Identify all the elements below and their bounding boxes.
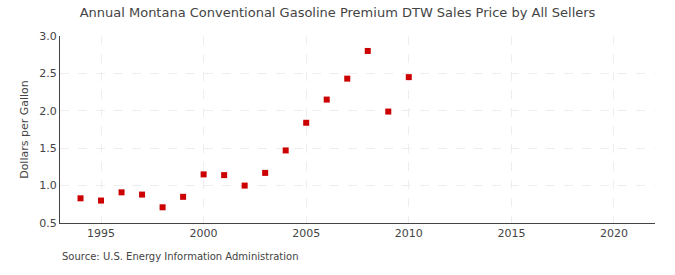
svg-text:2005: 2005 — [292, 227, 320, 240]
svg-text:2015: 2015 — [497, 227, 525, 240]
svg-text:3.0: 3.0 — [39, 30, 57, 43]
svg-text:2.0: 2.0 — [39, 105, 57, 118]
svg-text:0.5: 0.5 — [39, 217, 57, 230]
svg-text:Annual Montana Conventional Ga: Annual Montana Conventional Gasoline Pre… — [80, 5, 596, 20]
svg-text:1.0: 1.0 — [39, 179, 57, 192]
svg-text:2020: 2020 — [600, 227, 628, 240]
svg-text:2000: 2000 — [190, 227, 218, 240]
svg-text:1995: 1995 — [87, 227, 115, 240]
svg-text:Dollars per Gallon: Dollars per Gallon — [18, 80, 31, 179]
svg-text:Source: U.S. Energy Informatio: Source: U.S. Energy Information Administ… — [62, 251, 299, 262]
svg-text:1.5: 1.5 — [39, 142, 57, 155]
svg-text:2010: 2010 — [395, 227, 423, 240]
svg-text:2.5: 2.5 — [39, 67, 57, 80]
